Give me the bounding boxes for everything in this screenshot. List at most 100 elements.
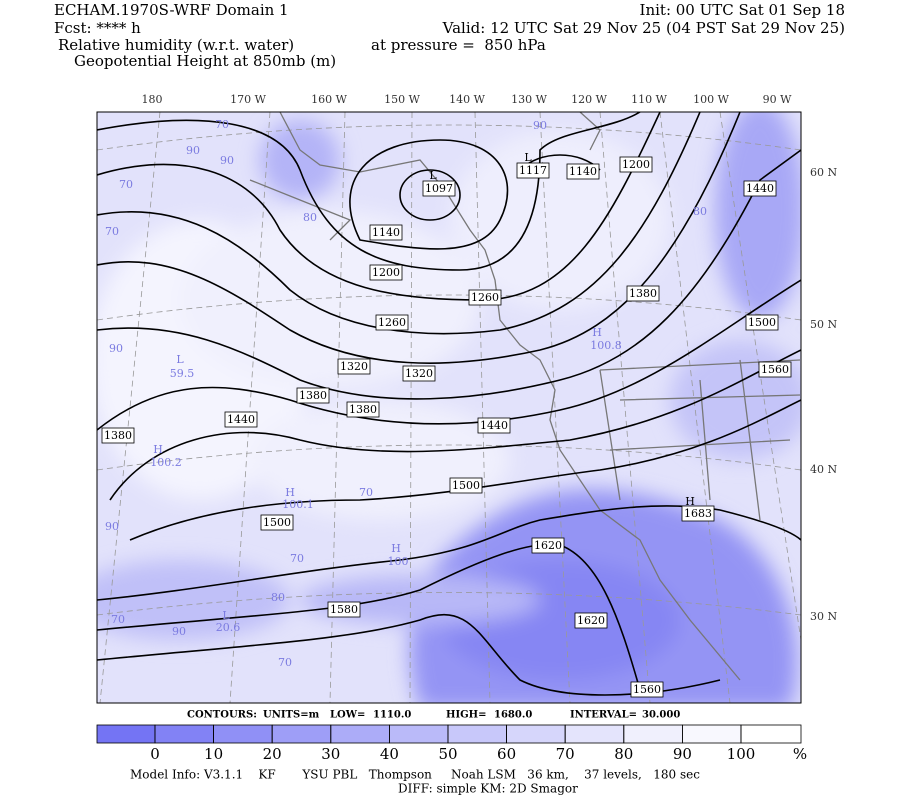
header-text: at pressure = 850 hPa (371, 36, 546, 54)
lon-label: 120 W (571, 93, 607, 106)
header-text: Valid: 12 UTC Sat 29 Nov 25 (04 PST Sat … (442, 19, 845, 37)
contour-info: UNITS=m (263, 710, 320, 721)
rh-center-value: 100.1 (282, 498, 314, 511)
rh-label: 80 (271, 591, 285, 604)
rh-center-mark: L (176, 353, 184, 366)
color-box (96, 724, 156, 744)
label-box (224, 411, 258, 428)
rh-label: 70 (111, 613, 125, 626)
label-box (369, 224, 403, 241)
label-box (449, 477, 483, 494)
center-value: 1097 (425, 182, 453, 195)
color-box (564, 724, 625, 744)
label-box (296, 387, 330, 404)
rh-label: 70 (215, 118, 229, 131)
contour-label: 1620 (577, 614, 605, 627)
contour-label: 1200 (622, 158, 650, 171)
rh-label: 70 (359, 486, 373, 499)
contour-label: 1320 (405, 367, 433, 380)
rh-label: 90 (220, 154, 234, 167)
contour-label: 1380 (299, 389, 327, 402)
colorbar-label: 90 (673, 745, 692, 763)
rh-label: 80 (303, 211, 317, 224)
label-box (327, 601, 361, 618)
lon-label: 170 W (230, 93, 266, 106)
lat-label: 60 N (810, 166, 837, 179)
center-mark: H (685, 495, 695, 508)
contour-label: 1580 (330, 603, 358, 616)
footer-text: DIFF: simple KM: 2D Smagor (398, 782, 578, 796)
color-box (740, 724, 802, 744)
label-box (745, 314, 779, 331)
contour-label: 1380 (349, 403, 377, 416)
rh-label: 70 (119, 178, 133, 191)
color-box (271, 724, 332, 744)
colorbar-label: 100 (727, 745, 756, 763)
lon-label: 90 W (763, 93, 792, 106)
color-box (388, 724, 449, 744)
contour-label: 1440 (227, 413, 255, 426)
contour-label: 1500 (452, 479, 480, 492)
contour-label: 1200 (372, 266, 400, 279)
footer-text: Model Info: V3.1.1 KF YSU PBL Thompson N… (130, 768, 700, 782)
rh-center-value: 59.5 (170, 367, 195, 380)
lon-label: 180 (142, 93, 163, 106)
contour-label: 1140 (569, 165, 597, 178)
rh-label: 70 (290, 552, 304, 565)
contour-label: 1380 (629, 287, 657, 300)
contour-label: 1380 (104, 429, 132, 442)
rh-label: 70 (278, 656, 292, 669)
rh-center-value: 100.8 (590, 339, 622, 352)
rh-label: 70 (105, 225, 119, 238)
contour-label: 1500 (263, 516, 291, 529)
label-box (369, 264, 403, 281)
colorbar-label: 50 (438, 745, 457, 763)
humidity-shading (97, 112, 801, 703)
contour-info: 30.000 (642, 710, 680, 721)
color-box (447, 724, 507, 744)
contour-label: 1260 (378, 316, 406, 329)
label-box (516, 162, 550, 179)
contour-info: 1110.0 (373, 710, 411, 721)
rh-label: 90 (533, 119, 547, 132)
label-box (743, 180, 777, 197)
contour-label: 1620 (534, 539, 562, 552)
center-mark: L (524, 151, 532, 164)
rh-center-value: 100 (388, 555, 409, 568)
rh-label: 90 (105, 520, 119, 533)
header-text: Relative humidity (w.r.t. water) (58, 36, 294, 54)
contour-info: 1680.0 (494, 710, 532, 721)
label-box (619, 156, 653, 173)
header-text: Init: 00 UTC Sat 01 Sep 18 (640, 1, 845, 19)
colorbar-label: 70 (556, 745, 575, 763)
colorbar-label: 0 (150, 745, 160, 763)
colorbar: 0 10 20 30 40 50 60 70 80 90 100 (96, 724, 802, 763)
contour-info: HIGH= (446, 710, 487, 721)
label-box (626, 285, 660, 302)
contour-label: 1140 (372, 226, 400, 239)
color-box (623, 724, 683, 744)
lat-label: 40 N (810, 463, 837, 476)
lat-label: 50 N (810, 318, 837, 331)
colorbar-label: 10 (204, 745, 223, 763)
rh-label: 90 (109, 342, 123, 355)
map-frame (96, 111, 802, 704)
contour-label: 1560 (633, 683, 661, 696)
contour-info: CONTOURS: (187, 710, 257, 721)
label-box (101, 427, 135, 444)
label-box (630, 681, 664, 698)
colorbar-label: 30 (321, 745, 340, 763)
rh-label: 90 (172, 625, 186, 638)
color-box (330, 724, 390, 744)
colorbar-label: 40 (380, 745, 399, 763)
lon-label: 100 W (693, 93, 729, 106)
rh-label: 90 (186, 144, 200, 157)
contour-label: 1440 (746, 182, 774, 195)
color-box (213, 724, 273, 744)
rh-center-mark: H (391, 542, 401, 555)
label-box (477, 417, 511, 434)
colorbar-label: 80 (614, 745, 633, 763)
colorbar-label: 20 (263, 745, 282, 763)
label-box (422, 180, 456, 197)
